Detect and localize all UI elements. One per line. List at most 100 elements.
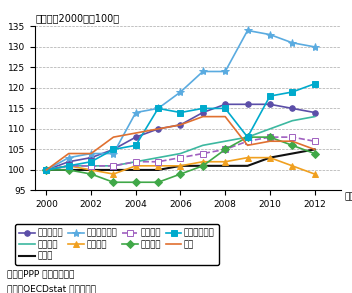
Line: ドイツ: ドイツ	[46, 149, 315, 170]
英国	[111, 135, 115, 139]
英国	[313, 148, 317, 151]
オランダ	[268, 135, 272, 139]
アイルランド	[178, 90, 183, 94]
Legend: デンマーク, フランス, ドイツ, アイルランド, イタリア, オランダ, スペイン, スウェーデン, 英国: デンマーク, フランス, ドイツ, アイルランド, イタリア, オランダ, スペ…	[15, 224, 219, 265]
Text: 備考：PPP ドルベース。: 備考：PPP ドルベース。	[7, 270, 74, 279]
フランス	[44, 168, 49, 172]
ドイツ	[44, 168, 49, 172]
スウェーデン	[134, 144, 138, 147]
イタリア	[245, 156, 250, 159]
スペイン	[268, 135, 272, 139]
Text: （年）: （年）	[345, 192, 352, 201]
オランダ	[313, 139, 317, 143]
オランダ	[245, 139, 250, 143]
アイルランド	[223, 70, 227, 73]
ドイツ	[134, 168, 138, 172]
英国	[223, 115, 227, 118]
ドイツ	[89, 168, 93, 172]
スペイン	[89, 172, 93, 176]
Line: フランス: フランス	[46, 117, 315, 170]
フランス	[156, 156, 160, 159]
スウェーデン	[290, 90, 294, 94]
スペイン	[313, 152, 317, 155]
スウェーデン	[245, 135, 250, 139]
英国	[44, 168, 49, 172]
フランス	[313, 115, 317, 118]
オランダ	[156, 160, 160, 163]
フランス	[245, 135, 250, 139]
スペイン	[201, 164, 205, 168]
フランス	[201, 144, 205, 147]
アイルランド	[156, 107, 160, 110]
イタリア	[178, 164, 183, 168]
スペイン	[134, 180, 138, 184]
スペイン	[67, 168, 71, 172]
フランス	[134, 160, 138, 163]
スウェーデン	[44, 168, 49, 172]
スペイン	[111, 180, 115, 184]
オランダ	[44, 168, 49, 172]
英国	[134, 131, 138, 135]
英国	[67, 152, 71, 155]
イタリア	[201, 160, 205, 163]
ドイツ	[156, 168, 160, 172]
ドイツ	[268, 156, 272, 159]
イタリア	[290, 164, 294, 168]
スペイン	[290, 144, 294, 147]
スペイン	[245, 135, 250, 139]
スウェーデン	[67, 164, 71, 168]
英国	[245, 144, 250, 147]
スウェーデン	[223, 107, 227, 110]
オランダ	[290, 135, 294, 139]
スウェーデン	[111, 148, 115, 151]
イタリア	[223, 160, 227, 163]
オランダ	[67, 164, 71, 168]
フランス	[268, 127, 272, 131]
ドイツ	[67, 168, 71, 172]
デンマーク	[201, 111, 205, 114]
アイルランド	[245, 29, 250, 32]
オランダ	[111, 164, 115, 168]
英国	[268, 139, 272, 143]
英国	[290, 139, 294, 143]
アイルランド	[111, 152, 115, 155]
イタリア	[67, 164, 71, 168]
デンマーク	[245, 103, 250, 106]
アイルランド	[268, 33, 272, 36]
イタリア	[313, 172, 317, 176]
アイルランド	[313, 45, 317, 49]
アイルランド	[89, 152, 93, 155]
Text: （指数、2000年＝100）: （指数、2000年＝100）	[35, 13, 119, 23]
ドイツ	[178, 164, 183, 168]
スペイン	[223, 148, 227, 151]
デンマーク	[268, 103, 272, 106]
オランダ	[178, 156, 183, 159]
デンマーク	[44, 168, 49, 172]
Text: 資料：OECDstat から作成。: 資料：OECDstat から作成。	[7, 284, 96, 293]
オランダ	[201, 152, 205, 155]
デンマーク	[156, 127, 160, 131]
イタリア	[89, 168, 93, 172]
スウェーデン	[268, 94, 272, 98]
オランダ	[223, 148, 227, 151]
イタリア	[134, 164, 138, 168]
スウェーデン	[178, 111, 183, 114]
デンマーク	[111, 148, 115, 151]
フランス	[89, 164, 93, 168]
Line: 英国: 英国	[46, 117, 315, 170]
アイルランド	[290, 41, 294, 45]
イタリア	[268, 156, 272, 159]
フランス	[290, 119, 294, 122]
アイルランド	[67, 156, 71, 159]
デンマーク	[178, 123, 183, 127]
アイルランド	[44, 168, 49, 172]
フランス	[111, 164, 115, 168]
Line: アイルランド: アイルランド	[42, 26, 319, 174]
Line: スウェーデン: スウェーデン	[44, 81, 318, 173]
ドイツ	[290, 152, 294, 155]
イタリア	[44, 168, 49, 172]
スウェーデン	[156, 107, 160, 110]
スウェーデン	[313, 82, 317, 86]
英国	[201, 115, 205, 118]
イタリア	[156, 164, 160, 168]
